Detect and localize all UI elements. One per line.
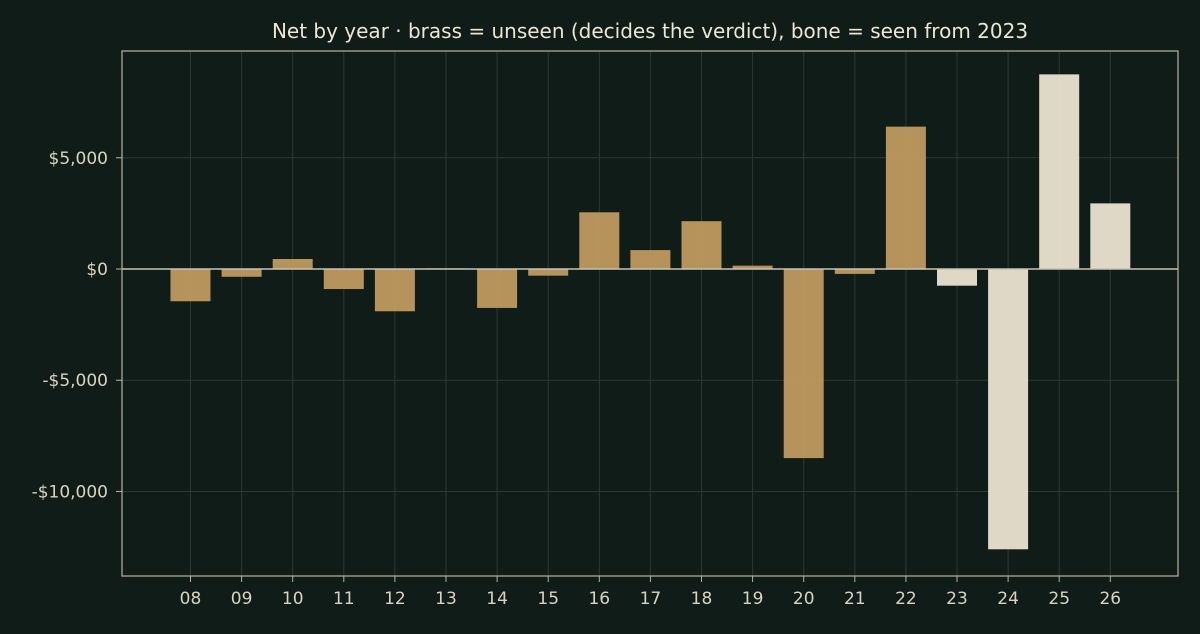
bar-08	[170, 269, 211, 302]
chart-title: Net by year · brass = unseen (decides th…	[272, 19, 1028, 43]
y-tick-labels: $5,000 $0 -$5,000 -$10,000	[32, 149, 108, 503]
bar-26	[1090, 203, 1131, 270]
x-tick-label: 18	[691, 589, 713, 609]
x-tick-label: 11	[333, 589, 355, 609]
bar-16	[579, 212, 620, 270]
y-tick-label: $5,000	[49, 149, 108, 169]
x-tick-label: 12	[384, 589, 406, 609]
x-tick-label: 22	[895, 589, 917, 609]
x-tick-label: 24	[997, 589, 1019, 609]
bar-14	[477, 269, 518, 308]
axes	[116, 50, 1179, 582]
x-tick-label: 20	[793, 589, 815, 609]
bar-17	[630, 250, 671, 270]
bar-10	[272, 258, 313, 270]
x-tick-label: 17	[640, 589, 662, 609]
y-tick-label: -$10,000	[32, 482, 108, 502]
bar-09	[221, 269, 262, 277]
bar-19	[732, 265, 773, 270]
x-tick-label: 23	[946, 589, 968, 609]
bar-23	[937, 269, 977, 286]
plot-frame	[121, 50, 1179, 577]
x-tick-label: 15	[537, 589, 559, 609]
bar-24	[988, 269, 1029, 550]
x-tick-label: 08	[180, 589, 202, 609]
x-tick-label: 14	[486, 589, 508, 609]
x-tick-label: 26	[1099, 589, 1121, 609]
bar-11	[323, 269, 364, 290]
x-tick-label: 10	[282, 589, 304, 609]
x-tick-label: 19	[742, 589, 764, 609]
bar-15	[528, 269, 569, 276]
bar-25	[1039, 74, 1080, 270]
grid-lines	[122, 51, 1178, 576]
y-tick-label: $0	[86, 260, 108, 280]
x-tick-label: 13	[435, 589, 457, 609]
x-tick-label: 09	[231, 589, 253, 609]
bar-21	[834, 269, 875, 274]
bar-12	[374, 269, 415, 312]
x-tick-label: 25	[1048, 589, 1070, 609]
bars	[170, 74, 1131, 550]
y-tick-label: -$5,000	[42, 371, 108, 391]
bar-22	[885, 126, 926, 270]
bar-20	[783, 269, 824, 459]
bar-18	[681, 221, 722, 270]
x-tick-label: 21	[844, 589, 866, 609]
x-tick-labels: 08 09 10 11 12 13 14 15 16 17 18 19 20 21 22 23 24 25 26	[180, 589, 1121, 609]
x-tick-label: 16	[588, 589, 610, 609]
